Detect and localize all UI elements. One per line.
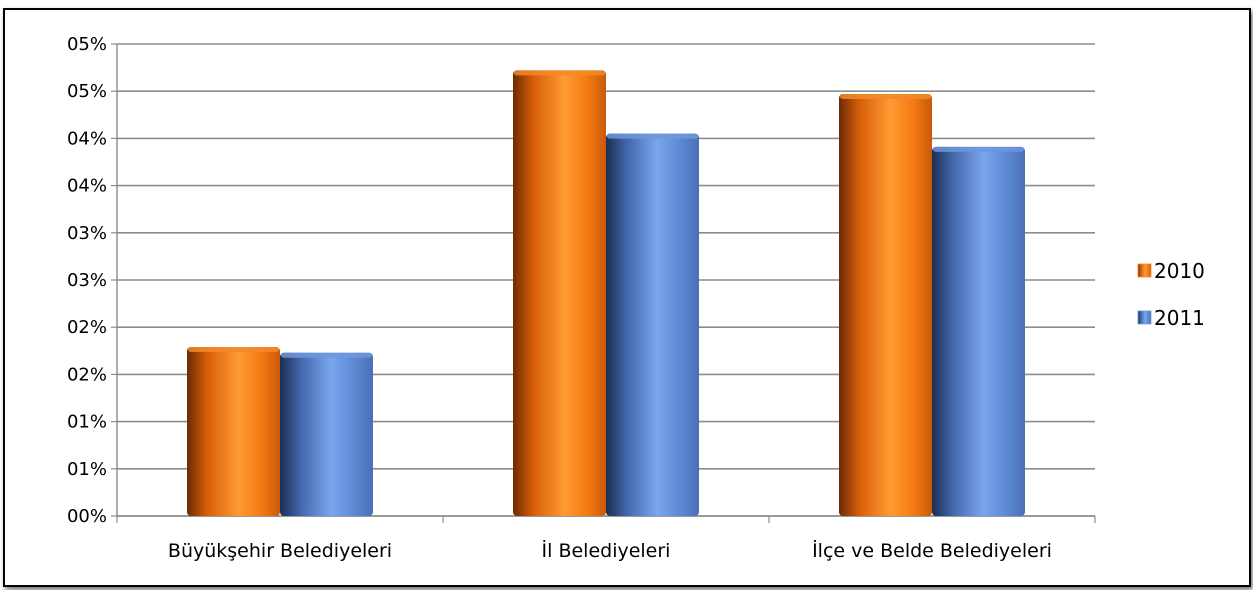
x-category-label: İl Belediyeleri xyxy=(542,539,671,562)
x-category-label: İlçe ve Belde Belediyeleri xyxy=(812,539,1052,562)
bar-top-highlight xyxy=(933,146,1024,152)
legend-swatch-2010 xyxy=(1137,263,1152,278)
y-tick-label: 04% xyxy=(67,176,107,197)
bar-top-highlight xyxy=(840,94,931,100)
bar-2010-0 xyxy=(187,347,280,516)
y-tick-label: 03% xyxy=(67,223,107,244)
y-tick-label: 00% xyxy=(67,506,107,527)
y-tick-label: 03% xyxy=(67,270,107,291)
bar-top-highlight xyxy=(607,133,698,139)
chart-frame: 00% 01% 01% 02% 02% 03% 03% 04% 04% 05% 05% Büyükşe… xyxy=(3,8,1251,587)
x-category-label: Büyükşehir Belediyeleri xyxy=(168,540,392,562)
bar-top-highlight xyxy=(514,70,605,76)
legend-swatch-2011 xyxy=(1137,310,1152,325)
chart-title-strip xyxy=(0,0,1253,8)
bar-2011-2 xyxy=(932,146,1025,516)
bars xyxy=(187,70,1025,517)
bar-2010-2 xyxy=(839,94,932,517)
axes: 00% 01% 01% 02% 02% 03% 03% 04% 04% 05% 05% Büyükşe… xyxy=(67,34,1096,562)
y-tick-label: 05% xyxy=(67,34,107,55)
bar-2010-1 xyxy=(513,70,606,516)
y-tick-label: 01% xyxy=(67,459,107,480)
bar-2011-0 xyxy=(280,352,373,516)
y-tick-label: 05% xyxy=(67,81,107,102)
bar-top-highlight xyxy=(188,347,279,353)
bar-2011-1 xyxy=(606,133,699,516)
legend-label-2011: 2011 xyxy=(1154,306,1205,330)
y-tick-label: 02% xyxy=(67,317,107,338)
y-tick-label: 01% xyxy=(67,412,107,433)
legend-label-2010: 2010 xyxy=(1154,259,1205,283)
y-tick-label: 04% xyxy=(67,128,107,149)
bar-top-highlight xyxy=(281,352,372,358)
y-tick-label: 02% xyxy=(67,364,107,385)
legend: 2010 2011 xyxy=(1137,259,1205,330)
bar-chart: 00% 01% 01% 02% 02% 03% 03% 04% 04% 05% 05% Büyükşe… xyxy=(67,34,1205,562)
